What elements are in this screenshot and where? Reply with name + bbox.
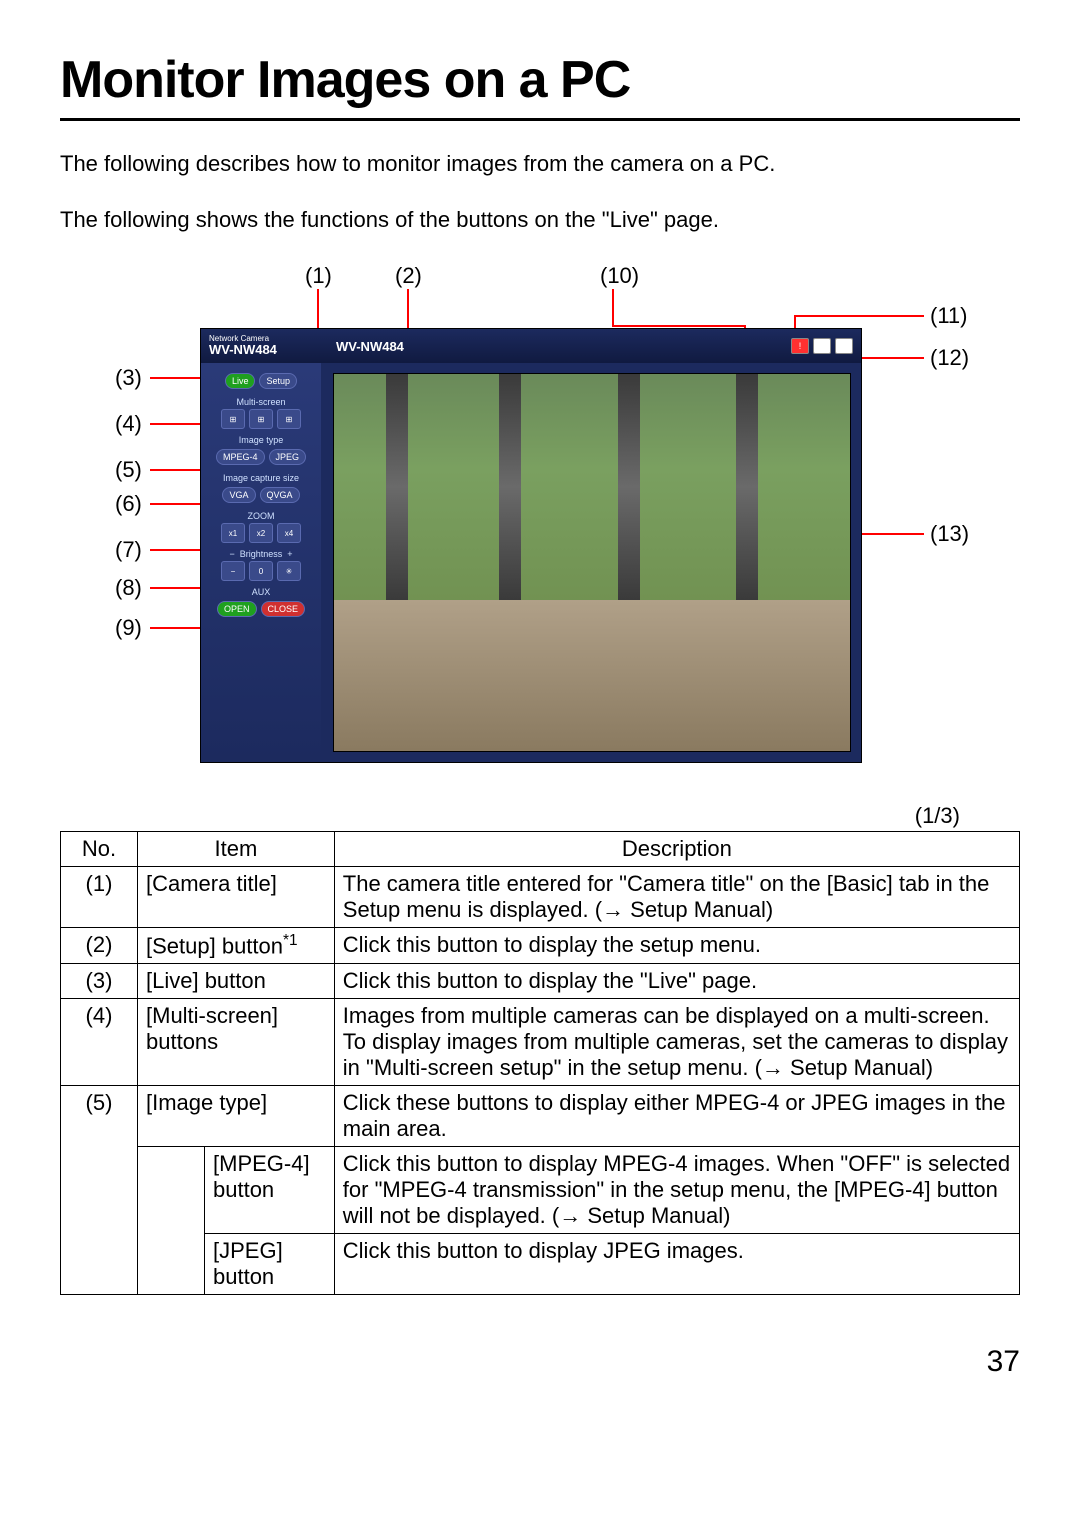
cell-item: [Setup] button*1 bbox=[138, 928, 335, 964]
cell-no: (5) bbox=[61, 1086, 138, 1295]
callout-4: (4) bbox=[115, 411, 142, 437]
jpeg-button[interactable]: JPEG bbox=[269, 449, 307, 465]
cell-item: [Camera title] bbox=[138, 867, 335, 928]
cell-no: (1) bbox=[61, 867, 138, 928]
mpeg4-button[interactable]: MPEG-4 bbox=[216, 449, 265, 465]
zoom-x2-button[interactable]: x2 bbox=[249, 523, 273, 543]
cell-spacer bbox=[138, 1147, 205, 1234]
callout-line bbox=[612, 289, 614, 325]
brightness-label: − Brightness + bbox=[205, 549, 317, 559]
multi-2-button[interactable]: ⊞ bbox=[249, 409, 273, 429]
brightness-reset-button[interactable]: ✳ bbox=[277, 561, 301, 581]
table-page-indicator: (1/3) bbox=[60, 803, 960, 829]
rec-icon[interactable]: ● bbox=[813, 338, 831, 354]
cell-desc: Click this button to display JPEG images… bbox=[334, 1234, 1019, 1295]
callout-5: (5) bbox=[115, 457, 142, 483]
table-row: (4) [Multi-screen] buttons Images from m… bbox=[61, 999, 1020, 1086]
title-rule bbox=[60, 118, 1020, 121]
cell-item: [Image type] bbox=[138, 1086, 335, 1147]
cell-subitem: [JPEG] button bbox=[205, 1234, 335, 1295]
callout-1: (1) bbox=[305, 263, 332, 289]
zoom-x1-button[interactable]: x1 bbox=[221, 523, 245, 543]
callout-12: (12) bbox=[930, 345, 969, 371]
callout-2: (2) bbox=[395, 263, 422, 289]
table-row: (3) [Live] button Click this button to d… bbox=[61, 964, 1020, 999]
callout-7: (7) bbox=[115, 537, 142, 563]
callout-line bbox=[794, 315, 924, 317]
camera-model: WV-NW484 bbox=[336, 339, 404, 354]
table-row: [JPEG] button Click this button to displ… bbox=[61, 1234, 1020, 1295]
sd-icon[interactable]: SD bbox=[835, 338, 853, 354]
description-table: No. Item Description (1) [Camera title] … bbox=[60, 831, 1020, 1295]
callout-11: (11) bbox=[930, 303, 968, 329]
intro-text-2: The following shows the functions of the… bbox=[60, 207, 1020, 233]
cell-no: (2) bbox=[61, 928, 138, 964]
table-row: (1) [Camera title] The camera title ente… bbox=[61, 867, 1020, 928]
table-row: (2) [Setup] button*1 Click this button t… bbox=[61, 928, 1020, 964]
capture-size-label: Image capture size bbox=[205, 473, 317, 483]
multi-3-button[interactable]: ⊞ bbox=[277, 409, 301, 429]
callout-3: (3) bbox=[115, 365, 142, 391]
table-row: (5) [Image type] Click these buttons to … bbox=[61, 1086, 1020, 1147]
live-button[interactable]: Live bbox=[225, 373, 256, 389]
cell-desc: The camera title entered for "Camera tit… bbox=[334, 867, 1019, 928]
live-page-diagram: (1) (2) (10) (3) (4) (5) (6) (7) (8) (9)… bbox=[60, 263, 1020, 793]
camera-video-feed bbox=[333, 373, 851, 752]
page-title: Monitor Images on a PC bbox=[60, 50, 1020, 110]
cell-desc: Click this button to display the setup m… bbox=[334, 928, 1019, 964]
table-header-desc: Description bbox=[334, 832, 1019, 867]
callout-8: (8) bbox=[115, 575, 142, 601]
cell-spacer bbox=[138, 1234, 205, 1295]
camera-header: Network Camera WV-NW484 WV-NW484 ! ● SD bbox=[201, 329, 861, 363]
page-number: 37 bbox=[60, 1345, 1020, 1379]
cell-item: [Multi-screen] buttons bbox=[138, 999, 335, 1086]
manual-page: Monitor Images on a PC The following des… bbox=[0, 0, 1080, 1419]
cell-desc: Images from multiple cameras can be disp… bbox=[334, 999, 1019, 1086]
zoom-label: ZOOM bbox=[205, 511, 317, 521]
brightness-minus-button[interactable]: − bbox=[221, 561, 245, 581]
aux-open-button[interactable]: OPEN bbox=[217, 601, 257, 617]
table-header-item: Item bbox=[138, 832, 335, 867]
camera-title: WV-NW484 bbox=[209, 343, 277, 357]
multi-1-button[interactable]: ⊞ bbox=[221, 409, 245, 429]
multi-screen-label: Multi-screen bbox=[205, 397, 317, 407]
callout-6: (6) bbox=[115, 491, 142, 517]
callout-9: (9) bbox=[115, 615, 142, 641]
table-header-no: No. bbox=[61, 832, 138, 867]
aux-close-button[interactable]: CLOSE bbox=[261, 601, 306, 617]
intro-text-1: The following describes how to monitor i… bbox=[60, 151, 1020, 177]
alarm-icon[interactable]: ! bbox=[791, 338, 809, 354]
image-type-label: Image type bbox=[205, 435, 317, 445]
cell-desc: Click these buttons to display either MP… bbox=[334, 1086, 1019, 1147]
cell-item: [Live] button bbox=[138, 964, 335, 999]
camera-sidebar: Live Setup Multi-screen ⊞ ⊞ ⊞ Image type… bbox=[201, 363, 321, 762]
aux-label: AUX bbox=[205, 587, 317, 597]
cell-desc: Click this button to display MPEG-4 imag… bbox=[334, 1147, 1019, 1234]
cell-subitem: [MPEG-4] button bbox=[205, 1147, 335, 1234]
table-row: [MPEG-4] button Click this button to dis… bbox=[61, 1147, 1020, 1234]
setup-button[interactable]: Setup bbox=[259, 373, 297, 389]
cell-desc: Click this button to display the "Live" … bbox=[334, 964, 1019, 999]
cell-no: (4) bbox=[61, 999, 138, 1086]
callout-13: (13) bbox=[930, 521, 969, 547]
camera-main-area bbox=[321, 363, 861, 762]
camera-ui-screenshot: Network Camera WV-NW484 WV-NW484 ! ● SD … bbox=[200, 328, 862, 763]
callout-line bbox=[612, 325, 746, 327]
callout-line bbox=[860, 533, 924, 535]
brightness-zero-button[interactable]: 0 bbox=[249, 561, 273, 581]
callout-10: (10) bbox=[600, 263, 639, 289]
qvga-button[interactable]: QVGA bbox=[260, 487, 300, 503]
vga-button[interactable]: VGA bbox=[222, 487, 255, 503]
cell-no: (3) bbox=[61, 964, 138, 999]
zoom-x4-button[interactable]: x4 bbox=[277, 523, 301, 543]
